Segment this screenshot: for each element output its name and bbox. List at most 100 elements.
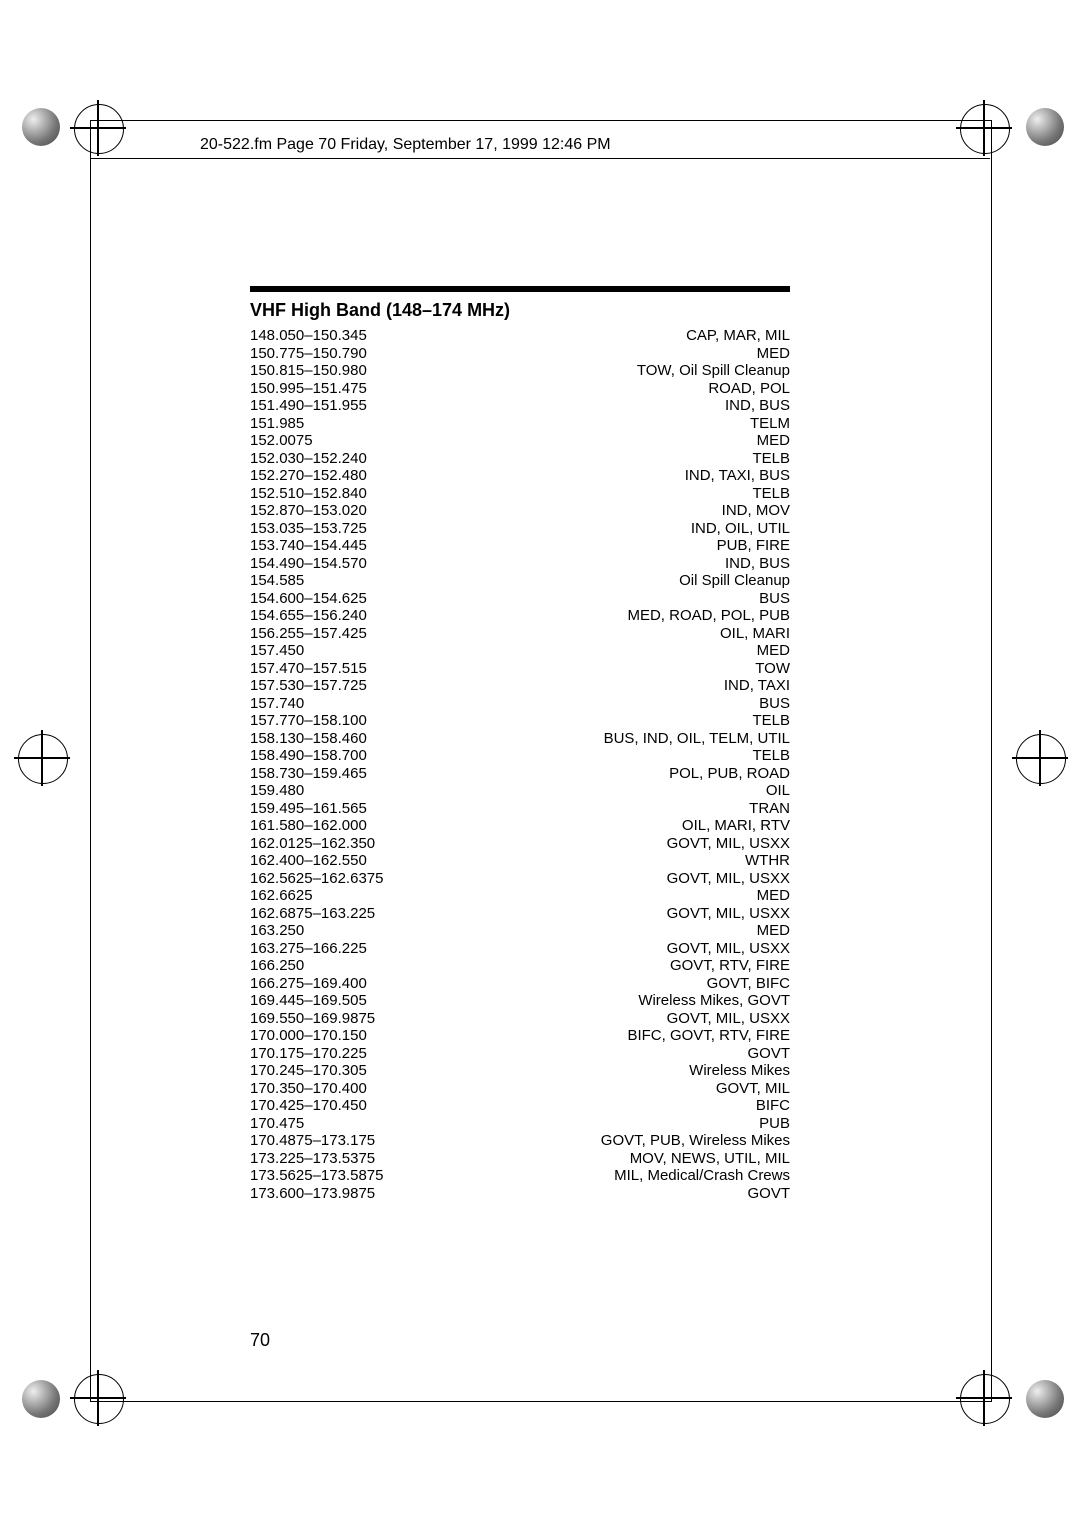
- table-row: 154.600–154.625 BUS: [250, 590, 790, 608]
- freq-range: 166.275–169.400: [250, 975, 367, 993]
- header-text: 20-522.fm Page 70 Friday, September 17, …: [200, 136, 611, 154]
- freq-range: 170.000–170.150: [250, 1027, 367, 1045]
- allocation: GOVT, BIFC: [707, 975, 790, 993]
- table-row: 152.030–152.240TELB: [250, 450, 790, 468]
- allocation: TRAN: [749, 800, 790, 818]
- allocation: MED, ROAD, POL, PUB: [627, 607, 790, 625]
- table-row: 152.0075 MED: [250, 432, 790, 450]
- table-row: 152.510–152.840TELB: [250, 485, 790, 503]
- allocation: TELB: [752, 485, 790, 503]
- allocation: POL, PUB, ROAD: [669, 765, 790, 783]
- table-row: 161.580–162.000OIL, MARI, RTV: [250, 817, 790, 835]
- allocation: BUS: [759, 590, 790, 608]
- reg-mark-tl: [70, 100, 126, 156]
- freq-range: 158.730–159.465: [250, 765, 367, 783]
- allocation: OIL: [766, 782, 790, 800]
- allocation: Wireless Mikes: [689, 1062, 790, 1080]
- allocation: GOVT: [747, 1045, 790, 1063]
- table-row: 163.275–166.225GOVT, MIL, USXX: [250, 940, 790, 958]
- table-row: 170.4875–173.175GOVT, PUB, Wireless Mike…: [250, 1132, 790, 1150]
- table-row: 158.730–159.465 POL, PUB, ROAD: [250, 765, 790, 783]
- allocation: MED: [757, 432, 790, 450]
- table-row: 159.480 OIL: [250, 782, 790, 800]
- freq-range: 159.480: [250, 782, 304, 800]
- freq-range: 169.550–169.9875: [250, 1010, 375, 1028]
- table-row: 170.245–170.305 Wireless Mikes: [250, 1062, 790, 1080]
- freq-range: 170.4875–173.175: [250, 1132, 375, 1150]
- table-row: 166.275–169.400 GOVT, BIFC: [250, 975, 790, 993]
- freq-range: 159.495–161.565: [250, 800, 367, 818]
- table-row: 150.815–150.980TOW, Oil Spill Cleanup: [250, 362, 790, 380]
- table-row: 173.600–173.9875GOVT: [250, 1185, 790, 1203]
- freq-range: 162.5625–162.6375: [250, 870, 383, 888]
- freq-range: 158.130–158.460: [250, 730, 367, 748]
- freq-range: 148.050–150.345: [250, 327, 367, 345]
- freq-range: 157.470–157.515: [250, 660, 367, 678]
- allocation: CAP, MAR, MIL: [686, 327, 790, 345]
- freq-range: 154.655–156.240: [250, 607, 367, 625]
- table-row: 162.6625MED: [250, 887, 790, 905]
- freq-range: 170.245–170.305: [250, 1062, 367, 1080]
- table-row: 170.425–170.450 BIFC: [250, 1097, 790, 1115]
- freq-range: 173.5625–173.5875: [250, 1167, 383, 1185]
- allocation: MED: [757, 922, 790, 940]
- table-row: 159.495–161.565 TRAN: [250, 800, 790, 818]
- table-row: 170.000–170.150 BIFC, GOVT, RTV, FIRE: [250, 1027, 790, 1045]
- band-title: VHF High Band (148–174 MHz): [250, 300, 790, 321]
- table-row: 173.5625–173.5875 MIL, Medical/Crash Crew…: [250, 1167, 790, 1185]
- freq-range: 157.530–157.725: [250, 677, 367, 695]
- allocation: MIL, Medical/Crash Crews: [614, 1167, 790, 1185]
- table-row: 154.585 Oil Spill Cleanup: [250, 572, 790, 590]
- allocation: IND, BUS: [725, 397, 790, 415]
- allocation: GOVT: [747, 1185, 790, 1203]
- allocation: GOVT, MIL, USXX: [667, 940, 790, 958]
- allocation: IND, TAXI, BUS: [685, 467, 790, 485]
- allocation: IND, TAXI: [724, 677, 790, 695]
- allocation: TOW, Oil Spill Cleanup: [637, 362, 790, 380]
- reg-dot-br: [1026, 1380, 1064, 1418]
- reg-mark-left: [14, 730, 70, 786]
- allocation: BUS, IND, OIL, TELM, UTIL: [604, 730, 790, 748]
- table-row: 153.740–154.445 PUB, FIRE: [250, 537, 790, 555]
- reg-mark-right: [1012, 730, 1068, 786]
- allocation: GOVT, MIL, USXX: [667, 905, 790, 923]
- reg-mark-bl: [70, 1370, 126, 1426]
- table-row: 170.350–170.400GOVT, MIL: [250, 1080, 790, 1098]
- freq-range: 170.175–170.225: [250, 1045, 367, 1063]
- allocation: TELB: [752, 747, 790, 765]
- table-row: 158.130–158.460 BUS, IND, OIL, TELM, UTIL: [250, 730, 790, 748]
- reg-mark-tr: [956, 100, 1012, 156]
- table-row: 154.655–156.240 MED, ROAD, POL, PUB: [250, 607, 790, 625]
- allocation: GOVT, MIL, USXX: [667, 835, 790, 853]
- allocation: BIFC: [756, 1097, 790, 1115]
- table-row: 162.5625–162.6375 GOVT, MIL, USXX: [250, 870, 790, 888]
- freq-range: 152.030–152.240: [250, 450, 367, 468]
- allocation: IND, OIL, UTIL: [691, 520, 790, 538]
- freq-range: 157.770–158.100: [250, 712, 367, 730]
- allocation: MED: [757, 887, 790, 905]
- allocation: BIFC, GOVT, RTV, FIRE: [627, 1027, 790, 1045]
- freq-range: 152.0075: [250, 432, 313, 450]
- freq-range: 157.740: [250, 695, 304, 713]
- allocation: IND, MOV: [722, 502, 790, 520]
- freq-range: 166.250: [250, 957, 304, 975]
- freq-range: 151.490–151.955: [250, 397, 367, 415]
- freq-range: 154.600–154.625: [250, 590, 367, 608]
- allocation: GOVT, MIL, USXX: [667, 1010, 790, 1028]
- allocation: MED: [757, 642, 790, 660]
- freq-range: 170.425–170.450: [250, 1097, 367, 1115]
- freq-range: 152.270–152.480: [250, 467, 367, 485]
- allocation: PUB: [759, 1115, 790, 1133]
- freq-range: 154.585: [250, 572, 304, 590]
- table-row: 170.175–170.225 GOVT: [250, 1045, 790, 1063]
- freq-range: 156.255–157.425: [250, 625, 367, 643]
- table-row: 157.470–157.515TOW: [250, 660, 790, 678]
- allocation: PUB, FIRE: [717, 537, 790, 555]
- freq-range: 153.740–154.445: [250, 537, 367, 555]
- allocation: Oil Spill Cleanup: [679, 572, 790, 590]
- allocation: GOVT, MIL, USXX: [667, 870, 790, 888]
- allocation: Wireless Mikes, GOVT: [638, 992, 790, 1010]
- table-row: 152.270–152.480 IND, TAXI, BUS: [250, 467, 790, 485]
- reg-dot-tl: [22, 108, 60, 146]
- frequency-table: VHF High Band (148–174 MHz) 148.050–150.…: [250, 300, 790, 1202]
